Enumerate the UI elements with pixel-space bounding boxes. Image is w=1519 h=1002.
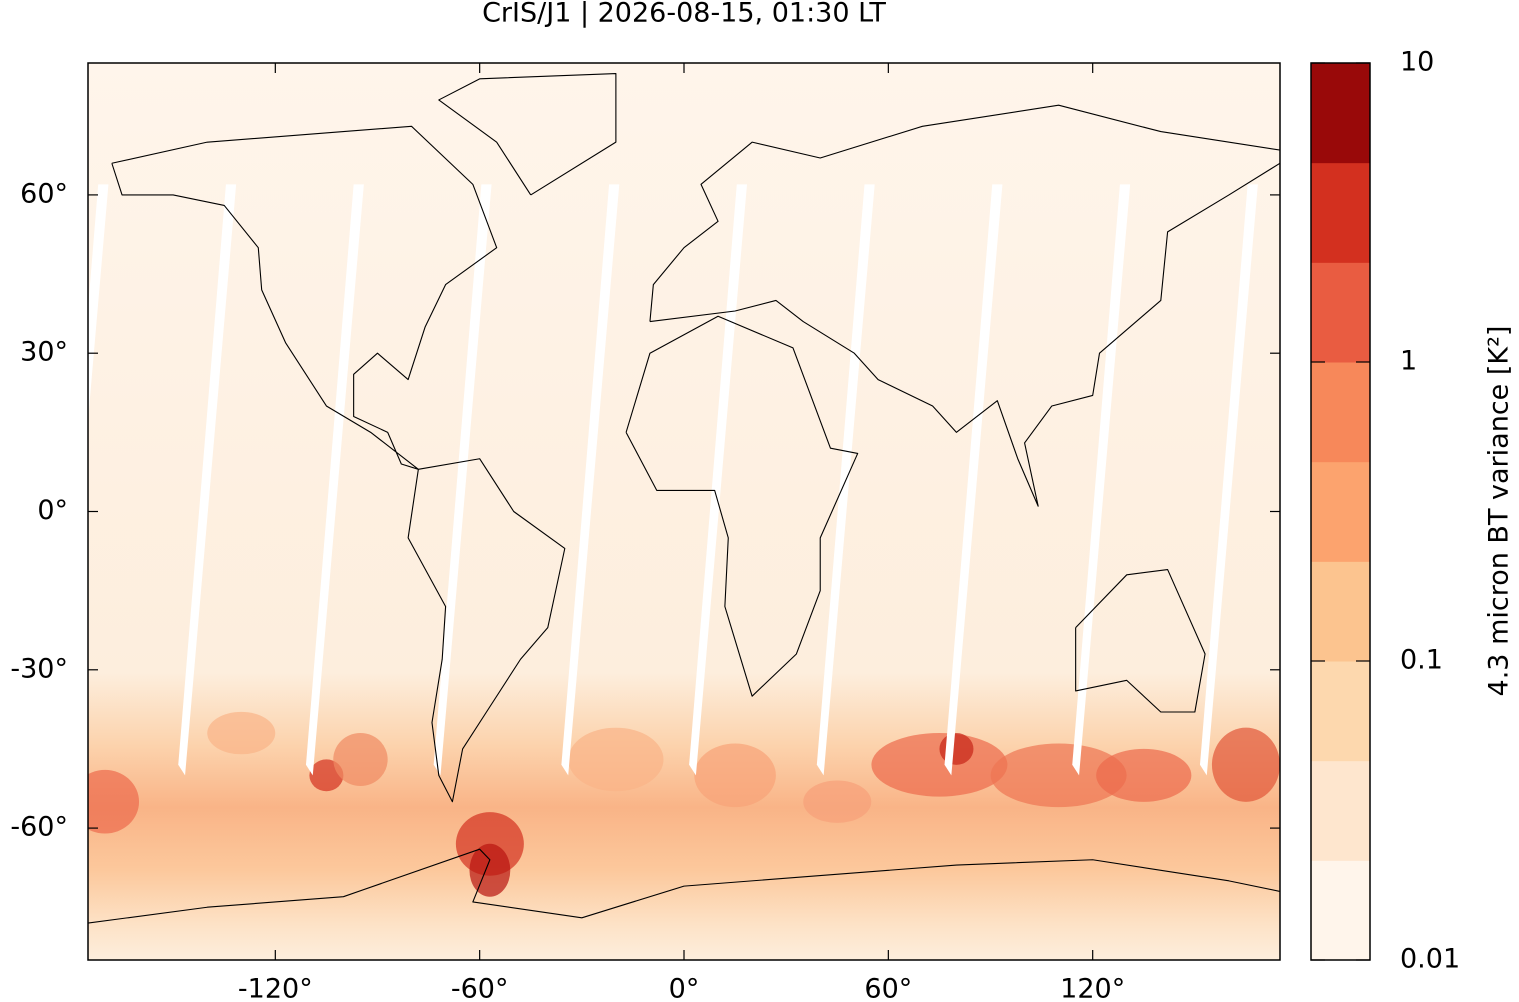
colorbar-band — [1311, 461, 1370, 562]
colorbar-band — [1311, 362, 1370, 463]
colorbar-tick-label: 10 — [1400, 47, 1434, 78]
colorbar-band — [1311, 561, 1370, 662]
variance-blob — [88, 769, 140, 834]
variance-blob — [939, 733, 974, 765]
swath-gap — [689, 184, 748, 776]
map-field — [88, 63, 1280, 960]
y-tick-label: -30° — [10, 653, 68, 684]
swath-gap — [305, 184, 364, 776]
coastline — [88, 848, 1280, 924]
y-tick-label: 0° — [37, 495, 68, 526]
coastline — [111, 125, 498, 470]
colorbar-band — [1311, 860, 1370, 961]
y-tick-label: 60° — [20, 178, 68, 209]
colorbar-tick-label: 1 — [1400, 346, 1417, 377]
coastline — [625, 315, 859, 697]
coastline — [407, 458, 566, 803]
x-tick-label: -120° — [238, 974, 313, 1002]
colorbar-label: 4.3 micron BT variance [K²] — [1484, 326, 1515, 697]
variance-blob — [469, 843, 511, 897]
swath-gap — [433, 184, 492, 776]
swath-gap — [1072, 184, 1131, 776]
colorbar-band — [1311, 760, 1370, 861]
colorbar-band — [1311, 262, 1370, 363]
x-tick-label: 60° — [864, 974, 912, 1002]
variance-blob — [990, 743, 1127, 808]
y-tick-label: -60° — [10, 812, 68, 843]
chart-title: CrIS/J1 | 2026-08-15, 01:30 LT — [482, 0, 886, 29]
colorbar-tick-label: 0.1 — [1400, 645, 1443, 676]
variance-blob — [1096, 748, 1192, 802]
swath-gap — [944, 184, 1003, 776]
variance-blob — [803, 780, 872, 823]
field-background — [88, 63, 1280, 960]
colorbar-band — [1311, 63, 1370, 164]
colorbar-frame — [1310, 62, 1371, 961]
x-tick-label: 0° — [669, 974, 700, 1002]
y-tick-label: 30° — [20, 337, 68, 368]
swath-gap — [178, 184, 237, 776]
variance-blob — [1211, 727, 1280, 802]
variance-blob — [871, 732, 1008, 797]
colorbar-band — [1311, 661, 1370, 762]
swath-gap — [1199, 184, 1258, 776]
variance-blob — [207, 711, 276, 755]
variance-blob — [568, 727, 664, 792]
swath-gap — [88, 184, 109, 421]
variance-blob — [333, 732, 388, 786]
coastline — [438, 73, 617, 196]
swath-gap — [561, 184, 620, 776]
variance-blob — [694, 743, 776, 808]
colorbar-tick-label: 0.01 — [1400, 944, 1460, 975]
x-tick-label: -60° — [451, 974, 509, 1002]
x-tick-label: 120° — [1060, 974, 1125, 1002]
coastline — [649, 104, 1280, 507]
coastline — [1075, 568, 1206, 713]
colorbar-band — [1311, 162, 1370, 263]
